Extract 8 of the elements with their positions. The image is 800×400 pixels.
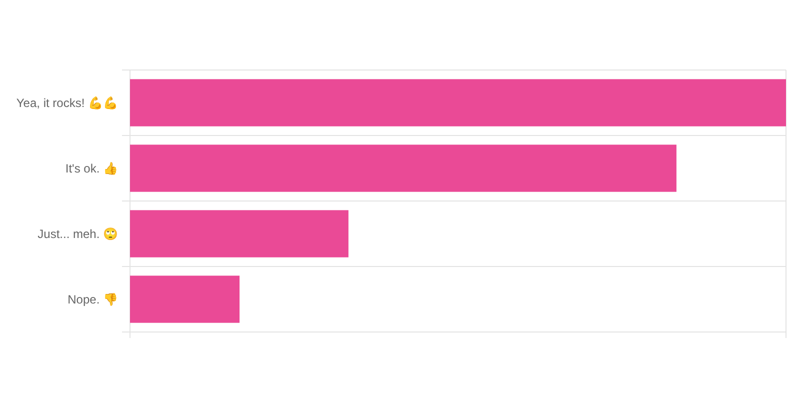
y-tick-label: Yea, it rocks! 💪💪: [16, 96, 118, 110]
y-tick-label: Nope. 👎: [68, 292, 118, 306]
bar: [130, 276, 240, 323]
bar: [130, 79, 786, 126]
bar: [130, 210, 348, 258]
bar: [130, 144, 676, 192]
y-tick-label: It's ok. 👍: [65, 161, 118, 176]
y-tick-label: Just... meh. 🙄: [38, 226, 118, 241]
